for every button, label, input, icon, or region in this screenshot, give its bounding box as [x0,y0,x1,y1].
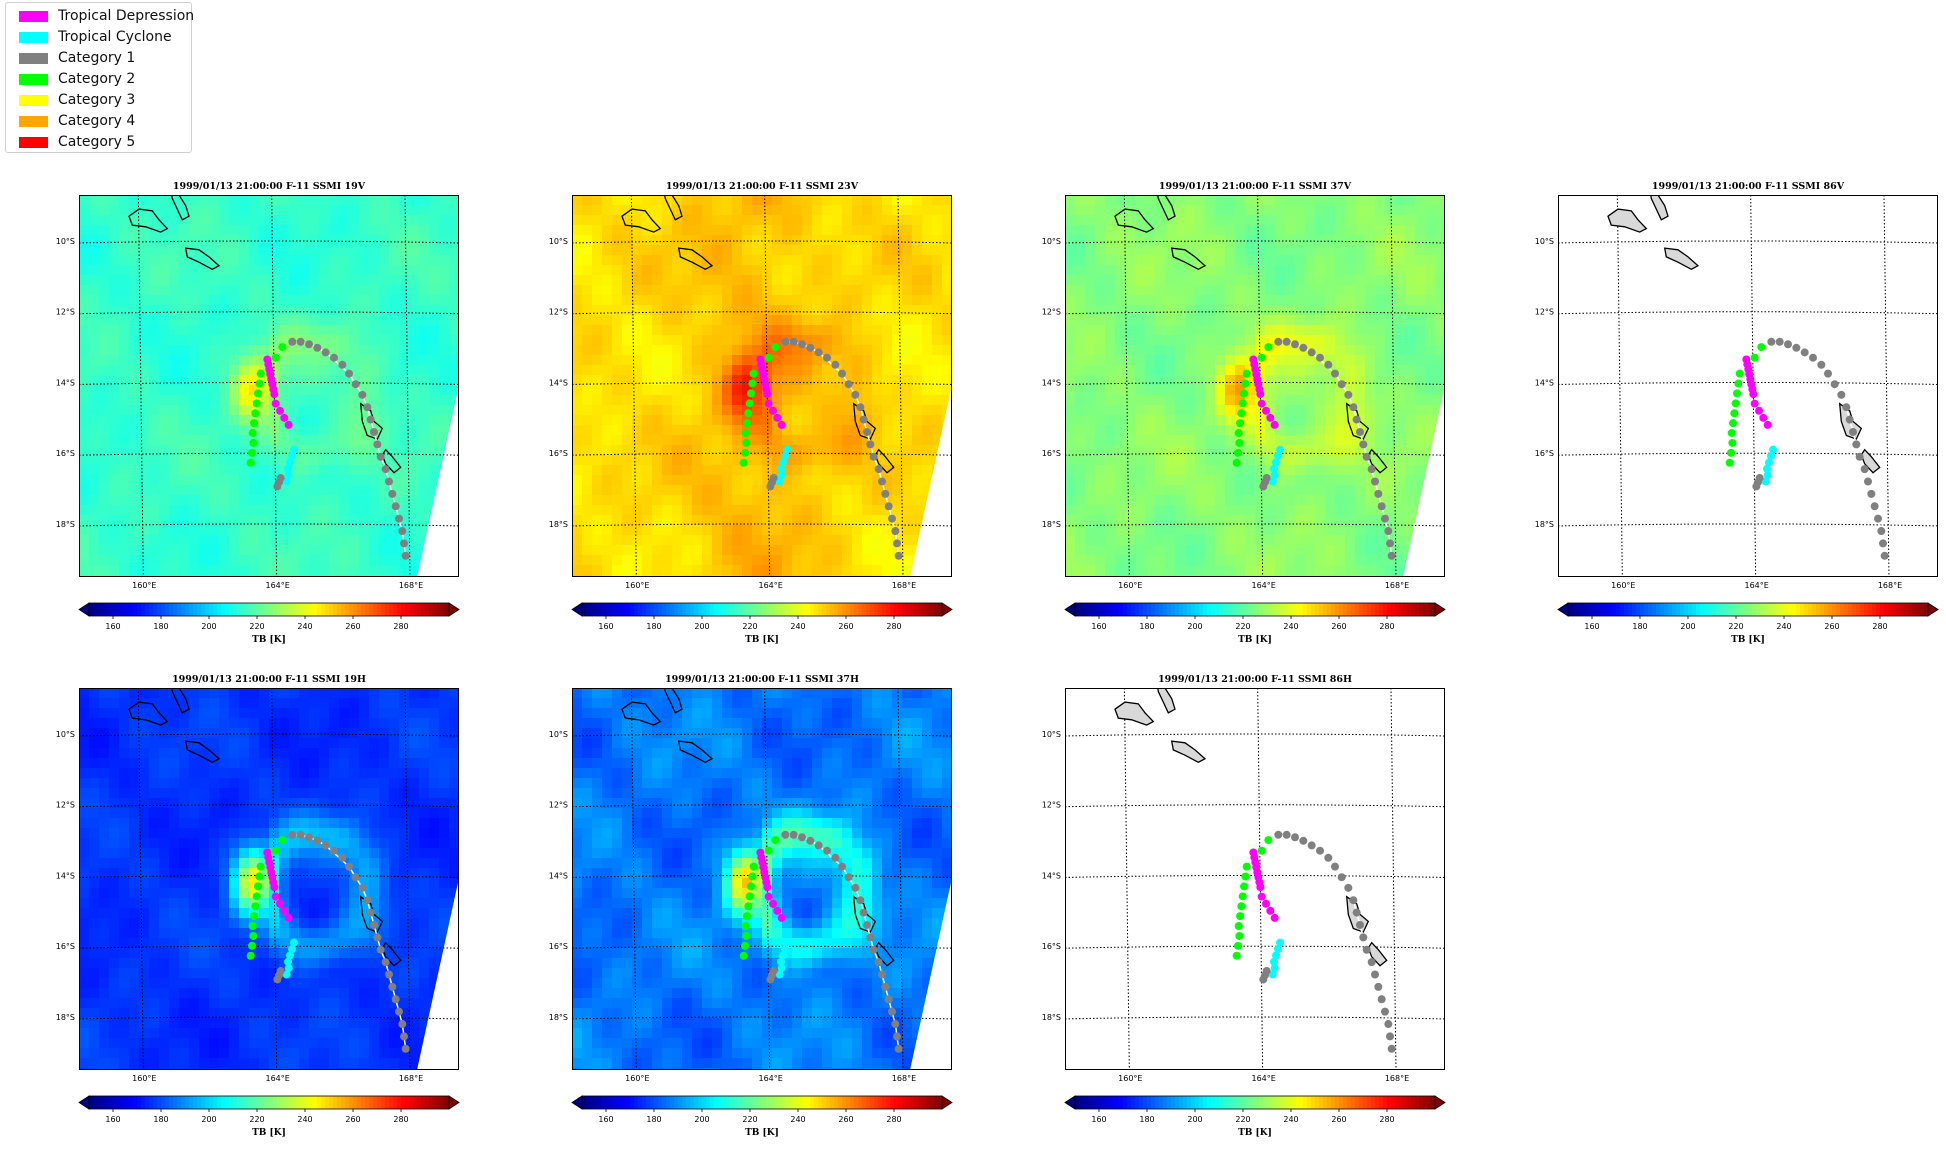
svg-text:164°E: 164°E [266,581,290,590]
svg-text:160: 160 [598,622,613,631]
svg-text:16°S: 16°S [549,449,568,458]
panel-title: 1999/01/13 21:00:00 F-11 SSMI 19H [172,674,366,685]
legend-label: Tropical Cyclone [58,29,172,45]
legend-label: Tropical Depression [58,8,195,24]
svg-text:18°S: 18°S [1042,520,1061,529]
map-plot: 10°S 12°S 14°S 16°S 18°S 160°E 164°E 168°E [549,195,952,590]
svg-text:200: 200 [694,622,709,631]
svg-text:14°S: 14°S [549,378,568,387]
legend-item-category-4: Category 4 [14,112,189,130]
svg-text:16°S: 16°S [56,449,75,458]
legend-item-tropical-depression: Tropical Depression [14,7,194,25]
colorbar: 160 180 200 220 240 260 280 [1557,602,1939,631]
legend-label: Category 5 [58,134,136,150]
legend-swatch [19,137,48,148]
legend-item-tropical-cyclone: Tropical Cyclone [14,28,189,46]
svg-text:260: 260 [345,622,360,631]
legend-label: Category 4 [58,113,136,129]
legend-swatch [19,53,48,64]
colorbar-label: TB [K] [1731,635,1765,645]
svg-text:14°S: 14°S [56,378,75,387]
svg-text:280: 280 [886,622,901,631]
svg-text:240: 240 [790,622,805,631]
legend-swatch [19,95,48,106]
svg-text:10°S: 10°S [1042,237,1061,246]
colorbar-label: TB [K] [745,1128,779,1138]
panel-title: 1999/01/13 21:00:00 F-11 SSMI 86H [1158,674,1352,685]
colorbar: 160 180 200 220 240 260 280 [78,602,460,631]
legend-swatch [19,32,48,43]
svg-text:12°S: 12°S [56,308,75,317]
svg-text:180: 180 [646,622,661,631]
legend-swatch [19,74,48,85]
map-plot: 10°S 12°S 14°S 16°S 18°S 160°E 164°E 168°E [56,195,459,590]
legend-item-category-5: Category 5 [14,133,189,151]
legend-item-category-1: Category 1 [14,49,189,67]
svg-text:164°E: 164°E [759,581,783,590]
svg-text:160°E: 160°E [132,581,156,590]
svg-text:260: 260 [838,622,853,631]
panel-title: 1999/01/13 21:00:00 F-11 SSMI 23V [665,181,859,192]
svg-text:168°E: 168°E [892,581,916,590]
panel-title: 1999/01/13 21:00:00 F-11 SSMI 19V [172,181,366,192]
svg-text:10°S: 10°S [549,237,568,246]
colorbar: 160 180 200 220 240 260 280 [571,1095,953,1124]
svg-text:180: 180 [153,622,168,631]
svg-text:12°S: 12°S [549,308,568,317]
colorbar-label: TB [K] [1238,635,1272,645]
colorbar-label: TB [K] [252,1128,286,1138]
legend-label: Category 1 [58,50,136,66]
svg-text:18°S: 18°S [56,520,75,529]
storm-category-legend: Tropical Depression Tropical Cyclone Cat… [5,2,194,153]
svg-text:12°S: 12°S [1042,308,1061,317]
svg-text:200: 200 [201,622,216,631]
svg-text:220: 220 [742,622,757,631]
svg-text:18°S: 18°S [549,520,568,529]
svg-text:14°S: 14°S [1042,378,1061,387]
colorbar: 160 180 200 220 240 260 280 [78,1095,460,1124]
svg-text:168°E: 168°E [399,581,423,590]
svg-text:160°E: 160°E [625,581,649,590]
colorbar-label: TB [K] [252,635,286,645]
colorbar: 160 180 200 220 240 260 280 [571,602,953,631]
svg-text:168°E: 168°E [1385,581,1409,590]
legend-label: Category 3 [58,92,136,108]
svg-text:16°S: 16°S [1042,449,1061,458]
legend-label: Category 2 [58,71,136,87]
panel-title: 1999/01/13 21:00:00 F-11 SSMI 86V [1651,181,1845,192]
map-plot: 10°S 12°S 14°S 16°S 18°S 160°E 164°E 168°E [1042,195,1445,590]
panel-title: 1999/01/13 21:00:00 F-11 SSMI 37H [665,674,859,685]
colorbar: 160 180 200 220 240 260 280 [1064,1095,1446,1124]
svg-text:10°S: 10°S [56,237,75,246]
svg-text:164°E: 164°E [1252,581,1276,590]
svg-text:160°E: 160°E [1118,581,1142,590]
colorbar-label: TB [K] [1238,1128,1272,1138]
svg-text:220: 220 [249,622,264,631]
legend-item-category-2: Category 2 [14,70,189,88]
panel-title: 1999/01/13 21:00:00 F-11 SSMI 37V [1158,181,1352,192]
svg-text:160: 160 [105,622,120,631]
legend-swatch [19,11,48,22]
colorbar: 160 180 200 220 240 260 280 [1064,602,1446,631]
svg-text:240: 240 [297,622,312,631]
svg-text:280: 280 [393,622,408,631]
colorbar-label: TB [K] [745,635,779,645]
legend-swatch [19,116,48,127]
legend-item-category-3: Category 3 [14,91,189,109]
